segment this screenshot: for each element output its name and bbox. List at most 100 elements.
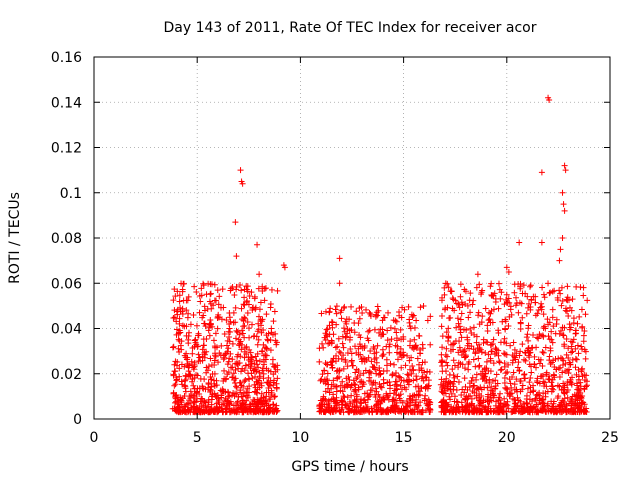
data-point: [264, 379, 271, 386]
data-point: [556, 383, 563, 390]
data-point: [412, 342, 419, 349]
data-point: [229, 364, 236, 371]
data-point: [358, 304, 365, 311]
data-point: [348, 382, 355, 389]
data-point: [439, 404, 446, 411]
data-point: [208, 300, 215, 307]
data-point: [438, 376, 445, 383]
data-point: [341, 325, 348, 332]
data-point: [181, 377, 188, 384]
data-point: [394, 349, 401, 356]
data-point: [572, 396, 579, 403]
data-points: [169, 94, 591, 416]
data-point: [455, 378, 462, 385]
data-point: [211, 361, 218, 368]
data-point: [502, 325, 509, 332]
data-point: [254, 241, 261, 248]
data-point: [269, 356, 276, 363]
data-point: [554, 296, 561, 303]
y-tick-label: 0.1: [60, 186, 82, 202]
data-point: [204, 306, 211, 313]
data-point: [244, 288, 251, 295]
data-point: [242, 362, 249, 369]
data-point: [551, 287, 558, 294]
data-point: [540, 390, 547, 397]
data-point: [490, 336, 497, 343]
data-point: [443, 359, 450, 366]
data-point: [569, 374, 576, 381]
data-point: [237, 282, 244, 289]
data-point: [394, 343, 401, 350]
data-point: [219, 286, 226, 293]
data-point: [458, 352, 465, 359]
data-point: [372, 385, 379, 392]
data-point: [497, 367, 504, 374]
data-point: [513, 350, 520, 357]
data-point: [333, 368, 340, 375]
data-point: [263, 332, 270, 339]
data-point: [237, 167, 244, 174]
data-point: [582, 383, 589, 390]
data-point: [525, 345, 532, 352]
data-point: [558, 284, 565, 291]
data-point: [181, 323, 188, 330]
data-point: [177, 397, 184, 404]
data-point: [486, 309, 493, 316]
data-point: [513, 294, 520, 301]
data-point: [232, 304, 239, 311]
data-point: [490, 360, 497, 367]
data-point: [506, 376, 513, 383]
x-tick-label: 5: [193, 430, 202, 446]
data-point: [223, 402, 230, 409]
data-point: [416, 350, 423, 357]
data-point: [474, 345, 481, 352]
data-point: [582, 355, 589, 362]
x-axis-label: GPS time / hours: [291, 459, 408, 475]
data-point: [175, 401, 182, 408]
y-tick-label: 0: [73, 412, 82, 428]
data-point: [457, 293, 464, 300]
data-point: [581, 371, 588, 378]
data-point: [407, 323, 414, 330]
data-point: [519, 314, 526, 321]
data-point: [484, 328, 491, 335]
data-point: [336, 255, 343, 262]
data-point: [439, 344, 446, 351]
data-point: [189, 350, 196, 357]
data-point: [342, 334, 349, 341]
data-point: [179, 308, 186, 315]
data-point: [406, 342, 413, 349]
data-point: [568, 379, 575, 386]
data-point: [566, 321, 573, 328]
data-point: [501, 350, 508, 357]
data-point: [452, 408, 459, 415]
data-point: [333, 310, 340, 317]
data-point: [184, 297, 191, 304]
data-point: [185, 310, 192, 317]
data-point: [581, 386, 588, 393]
x-tick-label: 20: [498, 430, 516, 446]
data-point: [441, 306, 448, 313]
data-point: [178, 404, 185, 411]
data-point: [496, 359, 503, 366]
data-point: [328, 385, 335, 392]
data-point: [481, 406, 488, 413]
data-point: [237, 379, 244, 386]
data-point: [538, 306, 545, 313]
data-point: [393, 391, 400, 398]
data-point: [180, 408, 187, 415]
data-point: [536, 360, 543, 367]
data-point: [179, 310, 186, 317]
data-point: [339, 378, 346, 385]
data-point: [475, 355, 482, 362]
data-point: [561, 324, 568, 331]
data-point: [527, 283, 534, 290]
data-point: [488, 383, 495, 390]
data-point: [575, 376, 582, 383]
x-tick-label: 10: [291, 430, 309, 446]
data-point: [224, 398, 231, 405]
data-point: [235, 404, 242, 411]
data-point: [535, 408, 542, 415]
data-point: [486, 316, 493, 323]
data-point: [445, 325, 452, 332]
